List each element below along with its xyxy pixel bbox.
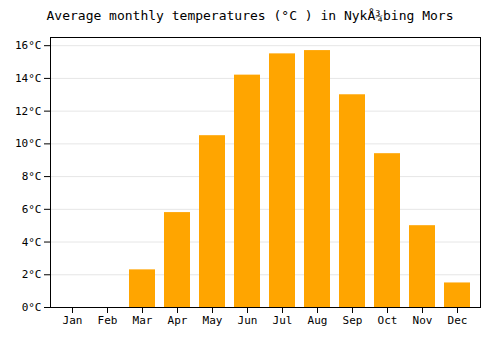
svg-text:Jul: Jul — [273, 314, 293, 327]
svg-text:Oct: Oct — [378, 314, 398, 327]
svg-text:May: May — [203, 314, 223, 327]
svg-text:0°C: 0°C — [22, 301, 42, 314]
svg-text:Dec: Dec — [448, 314, 468, 327]
svg-text:Apr: Apr — [168, 314, 188, 327]
svg-text:8°C: 8°C — [22, 170, 42, 183]
svg-text:2°C: 2°C — [22, 268, 42, 281]
svg-text:4°C: 4°C — [22, 236, 42, 249]
svg-text:Aug: Aug — [308, 314, 328, 327]
svg-text:Nov: Nov — [413, 314, 433, 327]
svg-text:Feb: Feb — [98, 314, 118, 327]
svg-text:14°C: 14°C — [15, 72, 42, 85]
svg-text:16°C: 16°C — [15, 39, 42, 52]
html-text:Average monthly temperatures (: Average monthly temperatures (°C ) in Ny… — [46, 8, 454, 23]
svg-text:Sep: Sep — [343, 314, 363, 327]
svg-text:10°C: 10°C — [15, 137, 42, 150]
svg-text:Jun: Jun — [238, 314, 258, 327]
svg-text:6°C: 6°C — [22, 203, 42, 216]
svg-text:12°C: 12°C — [15, 105, 42, 118]
svg-text:Mar: Mar — [133, 314, 153, 327]
svg-text:Jan: Jan — [63, 314, 83, 327]
